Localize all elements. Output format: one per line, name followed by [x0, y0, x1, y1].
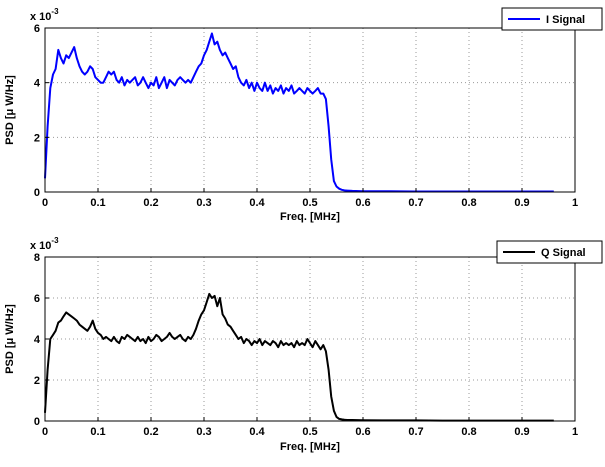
q-signal-exponent-power: -3 [51, 236, 59, 245]
i-signal-x-tick-label-5: 0.5 [302, 197, 317, 209]
q-signal-legend[interactable]: Q Signal [496, 240, 603, 264]
i-signal-grid [45, 28, 575, 192]
q-signal-x-tick-label-6: 0.6 [355, 426, 370, 438]
i-signal-x-tick-label-4: 0.4 [249, 197, 265, 209]
i-signal-y-tick-label-3: 6 [34, 23, 40, 35]
q-signal-x-tick-label-1: 0.1 [90, 426, 105, 438]
i-signal-x-tick-label-1: 0.1 [90, 197, 105, 209]
q-signal-exponent-label: x 10-3 [30, 236, 59, 252]
i-signal-y-tick-label-0: 0 [34, 187, 40, 199]
q-signal-x-tick-label-4: 0.4 [249, 426, 265, 438]
i-signal-x-tick-label-3: 0.3 [196, 197, 211, 209]
i-signal-x-tick-label-2: 0.2 [143, 197, 158, 209]
i-signal-y-axis-label: PSD [μ W/Hz] [4, 75, 16, 145]
i-signal-y-tick-label-1: 2 [34, 132, 40, 144]
q-signal-x-ticks: 0 0.1 0.2 0.3 0.4 0.5 0.6 0.7 0.8 0.9 1 [42, 417, 578, 438]
q-signal-y-ticks: 0 2 4 6 8 [34, 252, 49, 428]
q-signal-x-tick-label-3: 0.3 [196, 426, 211, 438]
i-signal-y-ticks: 0 2 4 6 [34, 23, 49, 199]
i-signal-x-tick-label-8: 0.8 [461, 197, 476, 209]
q-signal-y-axis-label: PSD [μ W/Hz] [4, 304, 16, 374]
q-signal-x-tick-label-5: 0.5 [302, 426, 317, 438]
i-signal-x-axis-label: Freq. [MHz] [280, 211, 340, 223]
q-signal-panel: 0 0.1 0.2 0.3 0.4 0.5 0.6 0.7 0.8 0.9 1 0 2 4 6 8 x 10… [4, 236, 603, 453]
q-signal-x-tick-label-0: 0 [42, 426, 48, 438]
q-signal-y-tick-label-1: 2 [34, 375, 40, 387]
i-signal-line [44, 32, 554, 193]
i-signal-x-ticks: 0 0.1 0.2 0.3 0.4 0.5 0.6 0.7 0.8 0.9 1 [42, 188, 578, 209]
q-signal-grid [45, 257, 575, 421]
q-signal-x-tick-label-8: 0.8 [461, 426, 476, 438]
q-signal-x-tick-label-10: 1 [572, 426, 578, 438]
i-signal-x-tick-label-6: 0.6 [355, 197, 370, 209]
i-signal-legend-label: I Signal [546, 14, 585, 26]
q-signal-y-tick-label-2: 4 [34, 334, 41, 346]
i-signal-x-tick-label-0: 0 [42, 197, 48, 209]
i-signal-panel: 0 0.1 0.2 0.3 0.4 0.5 0.6 0.7 0.8 0.9 1 0 2 4 6 x 10-… [4, 7, 603, 223]
q-signal-x-tick-label-9: 0.9 [514, 426, 529, 438]
i-signal-y-tick-label-2: 4 [34, 78, 41, 90]
i-signal-exponent-label: x 10-3 [30, 7, 59, 23]
q-signal-y-tick-label-3: 6 [34, 293, 40, 305]
q-signal-x-tick-label-7: 0.7 [408, 426, 423, 438]
i-signal-legend[interactable]: I Signal [501, 7, 603, 31]
q-signal-y-tick-label-0: 0 [34, 416, 40, 428]
q-signal-x-tick-label-2: 0.2 [143, 426, 158, 438]
i-signal-exponent-power: -3 [51, 7, 59, 16]
q-signal-y-tick-label-4: 8 [34, 252, 40, 264]
q-signal-x-axis-label: Freq. [MHz] [280, 441, 340, 453]
i-signal-x-tick-label-9: 0.9 [514, 197, 529, 209]
q-signal-legend-label: Q Signal [541, 247, 586, 259]
i-signal-legend-box [501, 7, 603, 31]
i-signal-x-tick-label-7: 0.7 [408, 197, 423, 209]
i-signal-x-tick-label-10: 1 [572, 197, 578, 209]
q-signal-legend-box [496, 240, 603, 264]
q-signal-line [44, 292, 554, 422]
